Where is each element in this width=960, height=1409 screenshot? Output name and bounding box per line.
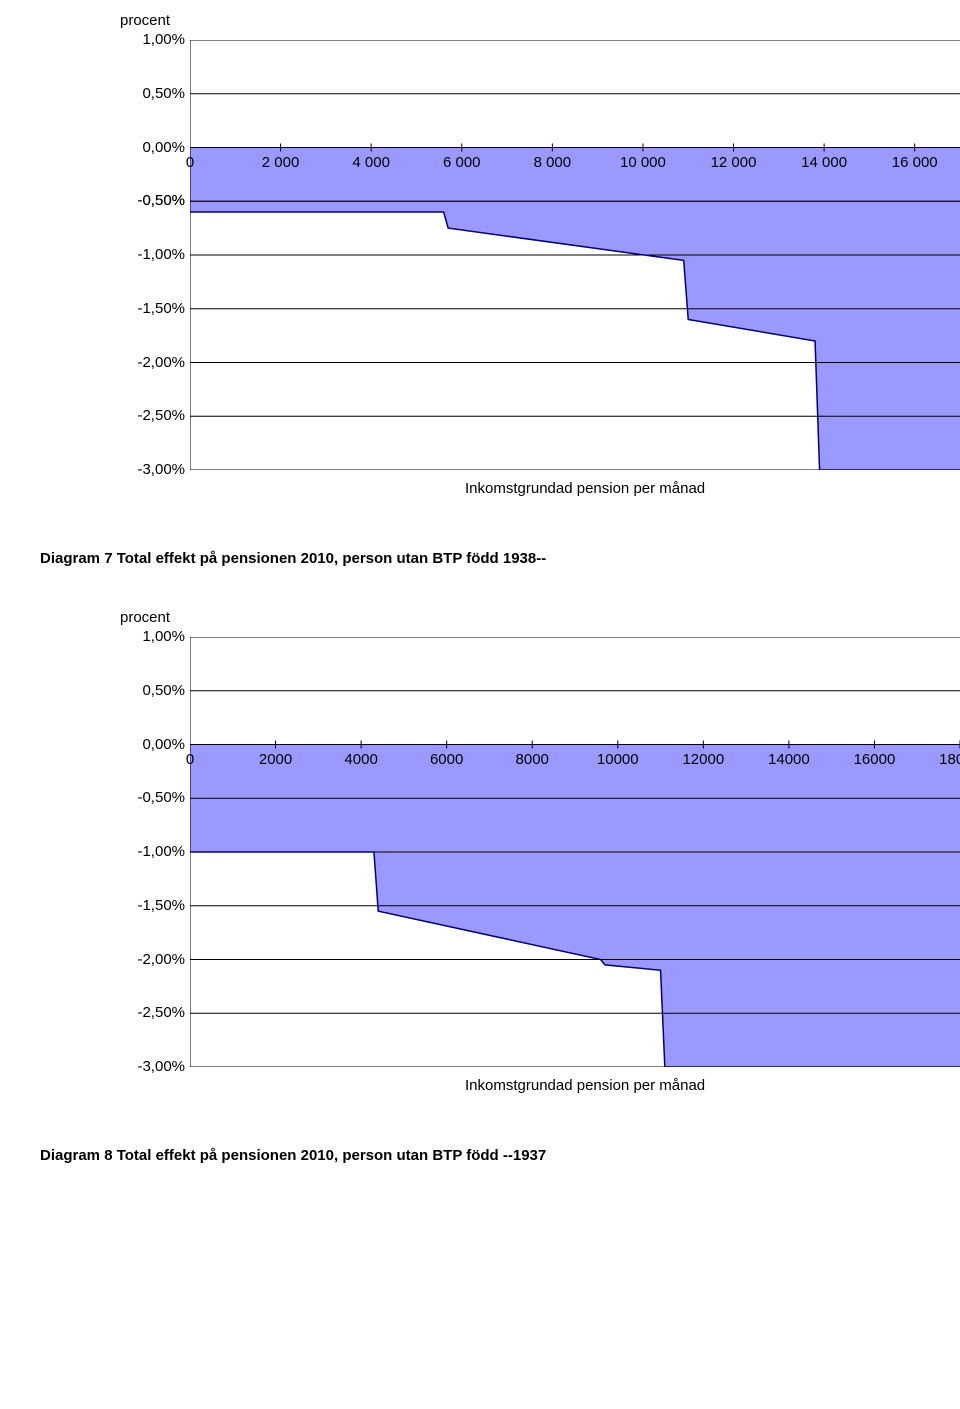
y-tick-label: -2,50% xyxy=(125,407,185,424)
x-tick-label: 4000 xyxy=(331,751,391,768)
caption-diagram-8: Diagram 8 Total effekt på pensionen 2010… xyxy=(40,1147,960,1164)
x-tick-label: 2000 xyxy=(246,751,306,768)
y-tick-label: 1,00% xyxy=(125,628,185,645)
x-tick-label: 14000 xyxy=(759,751,819,768)
y-tick-label: 1,00% xyxy=(125,31,185,48)
chart1-x-axis-title: Inkomstgrundad pension per månad xyxy=(465,480,705,497)
y-tick-label: -1,00% xyxy=(125,843,185,860)
y-tick-label: -2,00% xyxy=(125,951,185,968)
chart1-y-axis-title: procent xyxy=(120,12,170,29)
chart2-x-axis-title: Inkomstgrundad pension per månad xyxy=(465,1077,705,1094)
y-tick-label: -0,50% xyxy=(125,192,185,209)
y-tick-label: 0,50% xyxy=(125,85,185,102)
chart-2-container: procent 1,00%0,50%0,00%-0,50%-1,00%-1,50… xyxy=(80,597,960,1117)
y-tick-label: -0,50% xyxy=(125,789,185,806)
x-tick-label: 4 000 xyxy=(341,154,401,171)
y-tick-label: -1,50% xyxy=(125,897,185,914)
x-tick-label: 6000 xyxy=(417,751,477,768)
y-tick-label: -2,50% xyxy=(125,1004,185,1021)
x-tick-label: 8 000 xyxy=(522,154,582,171)
x-tick-label: 16 000 xyxy=(885,154,945,171)
x-tick-label: 0 xyxy=(160,751,220,768)
x-tick-label: 6 000 xyxy=(432,154,492,171)
x-tick-label: 16000 xyxy=(844,751,904,768)
y-tick-label: -3,00% xyxy=(125,461,185,478)
x-tick-label: 10000 xyxy=(588,751,648,768)
y-tick-label: -2,00% xyxy=(125,354,185,371)
caption-diagram-7: Diagram 7 Total effekt på pensionen 2010… xyxy=(40,550,960,567)
x-tick-label: 2 000 xyxy=(251,154,311,171)
x-tick-label: 12000 xyxy=(673,751,733,768)
y-tick-label: -1,50% xyxy=(125,300,185,317)
x-tick-label: 18000 xyxy=(930,751,960,768)
x-tick-label: 8000 xyxy=(502,751,562,768)
y-tick-label: -3,00% xyxy=(125,1058,185,1075)
chart2-y-axis-title: procent xyxy=(120,609,170,626)
x-tick-label: 0 xyxy=(160,154,220,171)
chart-1-container: procent 1,00%0,50%0,00%-0,50%-0,50%-1,00… xyxy=(80,0,960,520)
y-tick-label: -1,00% xyxy=(125,246,185,263)
chart2-plot xyxy=(190,637,960,1067)
x-tick-label: 14 000 xyxy=(794,154,854,171)
y-tick-label: 0,50% xyxy=(125,682,185,699)
chart1-plot xyxy=(190,40,960,470)
x-tick-label: 10 000 xyxy=(613,154,673,171)
x-tick-label: 12 000 xyxy=(704,154,764,171)
